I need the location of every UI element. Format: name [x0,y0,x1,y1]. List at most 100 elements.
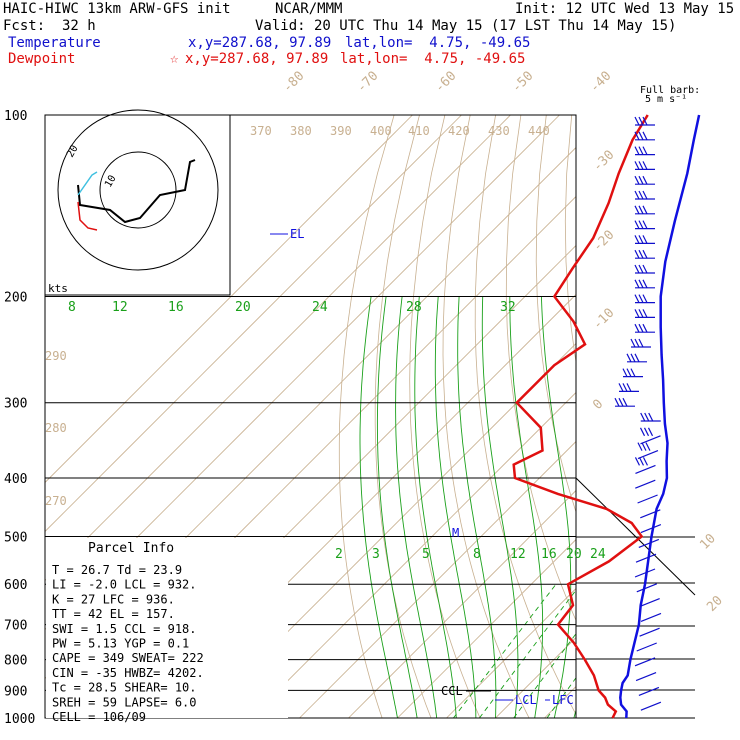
wind-barb-flag [638,190,644,200]
wind-barb-flag [626,368,632,377]
wind-barb [640,612,662,622]
wind-barb-flag [634,161,640,170]
wind-barb-flag [630,353,636,363]
mixing-ratio-low-label: 3 [372,547,380,562]
wind-barb-flag [642,131,648,141]
wind-barb-flag [638,249,644,259]
dewpoint-legend: Dewpoint [8,51,76,67]
wind-barb-flag [638,161,644,170]
isotherm-line [45,115,462,533]
wind-barb-flag [638,205,644,215]
pressure-label-500: 500 [4,530,27,545]
moist-adiabat [540,296,572,718]
wind-barb-flag [638,457,644,466]
wind-barb-flag [634,175,640,185]
isotherm-line [250,391,576,718]
wind-barb-flag [638,131,644,141]
dry-adiabat [564,115,576,364]
init-time: Init: 12 UTC Wed 13 May 15 [515,1,735,17]
wind-barb-flag [640,412,646,422]
isotherm-line [495,636,576,718]
parcel-info-row: PW = 5.13 YGP = 0.1 [52,637,189,651]
pressure-label-800: 800 [4,654,27,669]
wind-barb-flag [634,323,640,333]
parcel-info-row: CIN = -35 HWBZ= 4202. [52,666,204,680]
hodograph [44,109,231,296]
dry-adiabat [374,115,432,718]
marker-el: EL [290,227,304,241]
mixing-ratio-low-label: 20 [566,547,582,562]
moist-adiabat [395,296,438,718]
wind-barb [638,538,660,548]
hodograph-unit: kts [48,282,68,295]
parcel-info-row: LI = -2.0 LCL = 932. [52,578,197,592]
mixing-ratio-low-label: 8 [473,547,481,562]
hodograph-ring-label: 10 [103,174,119,190]
dewpoint-xy: x,y=287.68, 97.89 [185,51,329,67]
dewpoint-profile [512,114,649,719]
org-label: NCAR/MMM [275,1,343,17]
wind-barb-flag [634,116,640,126]
moist-adiabat [359,296,398,718]
hodograph-ring-20 [57,109,219,271]
wind-barb-flag [634,220,640,229]
mixing-ratio-low-label: 5 [422,547,430,562]
moist-adiabat [613,297,686,719]
wind-barb-flag [638,279,644,289]
wind-barb [636,642,657,652]
wind-barb-flag [630,368,636,377]
moist-adiabat [457,296,497,718]
theta-label: 270 [45,494,67,508]
dry-adiabat [699,115,740,718]
parcel-info-row: CELL = 106/09 [52,710,146,724]
dry-adiabat [724,115,740,718]
parcel-info-title: Parcel Info [88,541,174,556]
wind-barbs [614,116,662,711]
mixing-ratio-line [577,584,673,718]
isotherm-label: -60 [432,69,459,96]
isotherm-line [692,115,740,718]
hodograph-ring-10 [99,151,177,229]
temperature-xy: x,y=287.68, 97.89 [188,35,332,51]
moist-adiabat [672,297,740,719]
wind-barb-flag [618,397,624,407]
isotherm-label: 10 [697,531,719,553]
marker-m: M [452,526,459,540]
valid-time: Valid: 20 UTC Thu 14 May 15 (17 LST Thu … [255,18,677,34]
isotherm-label: -20 [590,228,617,255]
pressure-label-300: 300 [4,397,27,412]
hodograph-frame [44,114,231,296]
mixing-ratio-low-label: 16 [541,547,557,562]
pressure-label-200: 200 [4,291,27,306]
wind-barb-flag [622,383,628,392]
parcel-info-row: T = 26.7 Td = 23.9 [52,563,182,577]
dry-adiabat [594,115,740,718]
parcel-info-bg [46,538,288,718]
mixing-ratio-top-label: 16 [168,300,184,315]
wind-barb-flag [642,235,648,244]
pressure-label-1000: 1000 [4,712,35,727]
wind-barb-flag [634,131,640,141]
pressure-label-100: 100 [4,109,27,124]
pressure-label-600: 600 [4,578,27,593]
isotherm-label: -50 [509,69,536,96]
moist-adiabat [481,296,519,718]
isotherm-line [45,115,413,484]
pressure-label-900: 900 [4,684,27,699]
theta-label: 400 [370,124,392,138]
parcel-info-row: TT = 42 EL = 157. [52,607,175,621]
dewpoint-latlon: lat,lon= 4.75, -49.65 [340,51,526,67]
isotherm-line [594,115,740,718]
moist-adiabat [633,297,740,719]
dry-adiabat [535,115,576,514]
wind-barb-flag [626,383,632,392]
wind-barb-flag [634,146,640,155]
wind-barb-flag [638,323,644,333]
isotherm-label: -10 [590,306,617,333]
wind-barb-flag [634,338,640,348]
isotherm-line [348,489,576,718]
moist-adiabat [376,296,418,718]
parcel-info-row: K = 27 LFC = 936. [52,592,175,606]
wind-barb [635,672,657,682]
